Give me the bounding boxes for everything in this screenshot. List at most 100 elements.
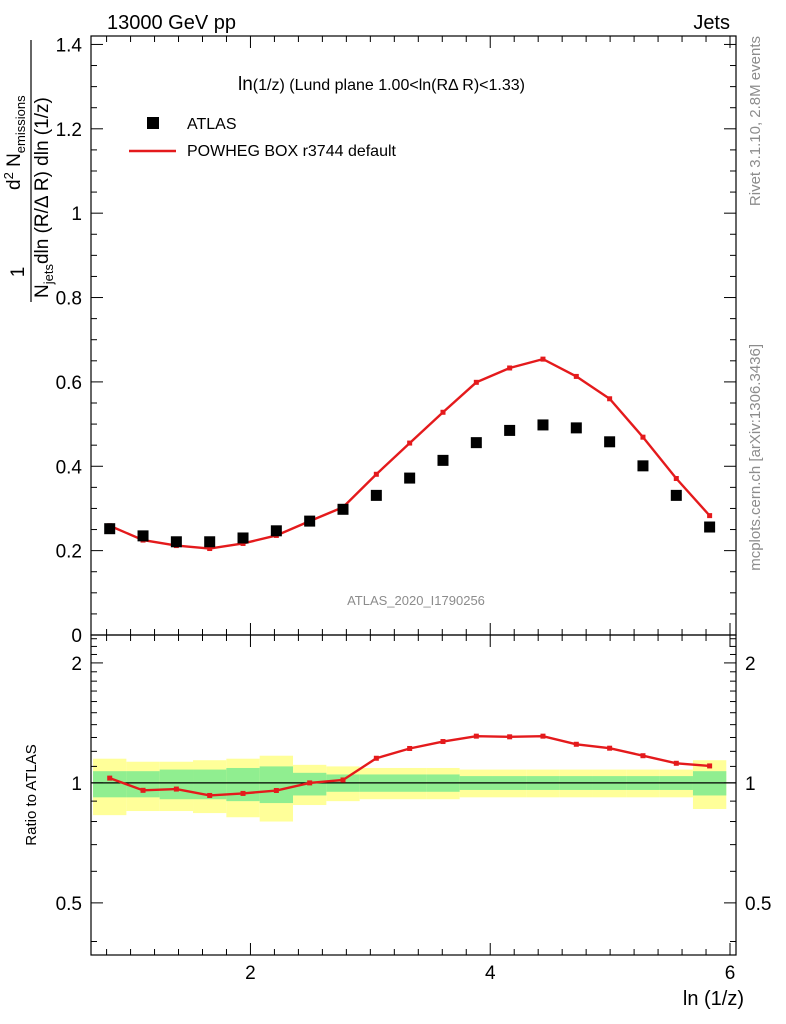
ylabel-numerator-one: 1 xyxy=(8,267,29,278)
atlas-data-point xyxy=(504,424,516,436)
ratio-powheg-point xyxy=(173,786,179,792)
ylabel-emissions-sub: emissions xyxy=(13,95,28,153)
x-tick-label: 6 xyxy=(725,963,736,984)
analysis-watermark: ATLAS_2020_I1790256 xyxy=(347,593,485,608)
main-axis-ticks: 0 0.2 0.4 0.6 0.8 1 1.2 1.4 xyxy=(56,35,736,647)
ratio-y-tick-label: 2 xyxy=(71,654,82,675)
legend-powheg-label: POWHEG BOX r3744 default xyxy=(187,143,397,160)
atlas-data-point xyxy=(670,489,682,501)
atlas-data-point xyxy=(304,515,316,527)
ratio-powheg-point xyxy=(440,739,446,745)
powheg-line xyxy=(109,357,711,550)
atlas-data-point xyxy=(437,454,449,466)
main-y-tick-label: 0.2 xyxy=(56,542,82,563)
ratio-powheg-point xyxy=(573,741,579,747)
powheg-point xyxy=(207,546,213,552)
atlas-data-point xyxy=(104,523,116,535)
atlas-data-point xyxy=(537,419,549,431)
ratio-inner-band xyxy=(126,771,160,798)
powheg-point xyxy=(573,373,579,379)
powheg-point xyxy=(607,396,613,402)
ratio-powheg-point xyxy=(507,734,513,740)
atlas-data-point xyxy=(204,536,216,548)
ratio-y-tick-label-right: 2 xyxy=(745,654,756,675)
title-rest: (Lund plane 1.00<ln(RΔ R)<1.33) xyxy=(285,77,525,94)
ratio-inner-band xyxy=(259,766,294,804)
ratio-panel-frame xyxy=(90,634,737,956)
ratio-powheg-point xyxy=(373,755,379,761)
main-plot-area xyxy=(104,356,716,552)
powheg-point xyxy=(373,471,379,477)
ratio-y-tick-label: 1 xyxy=(71,774,82,795)
rivet-version-label: Rivet 3.1.10, 2.8M events xyxy=(747,36,764,206)
ratio-y-axis-label: Ratio to ATLAS xyxy=(23,744,40,845)
atlas-data-point xyxy=(704,521,716,533)
legend: ATLAS POWHEG BOX r3744 default xyxy=(129,116,397,160)
ylabel-n: N xyxy=(32,284,53,298)
powheg-point xyxy=(673,476,679,482)
ratio-powheg-point xyxy=(273,788,279,794)
ratio-powheg-point xyxy=(607,745,613,751)
atlas-data-point xyxy=(370,489,382,501)
ratio-powheg-point xyxy=(640,753,646,759)
ratio-powheg-point xyxy=(673,760,679,766)
atlas-data-point xyxy=(637,460,649,472)
ratio-uncertainty-bands xyxy=(93,755,727,822)
main-y-axis-label: 1 Njetsdln (R/Δ R) dln (1/z) d2 Nemissio… xyxy=(1,40,56,302)
powheg-point xyxy=(707,513,713,519)
ratio-powheg-point xyxy=(207,792,213,798)
atlas-data-point xyxy=(470,437,482,449)
ratio-powheg-point xyxy=(707,763,713,769)
atlas-data-point xyxy=(570,422,582,434)
x-tick-label: 4 xyxy=(485,963,496,984)
ratio-plot-area xyxy=(91,733,736,798)
ratio-inner-band xyxy=(159,769,194,800)
atlas-data-point xyxy=(337,503,349,515)
ylabel-d-sup: 2 xyxy=(1,172,16,179)
ylabel-dln: dln (R/Δ R) dln (1/z) xyxy=(32,97,53,264)
powheg-point xyxy=(507,365,513,371)
ratio-inner-band xyxy=(226,767,260,802)
powheg-point xyxy=(407,440,413,446)
main-y-tick-label: 1.2 xyxy=(56,120,82,141)
atlas-data-point xyxy=(170,536,182,548)
ratio-powheg-point xyxy=(340,777,346,783)
ratio-y-tick-label-right: 0.5 xyxy=(745,894,771,915)
ratio-powheg-point xyxy=(140,787,146,793)
ylabel-denominator: Njetsdln (R/Δ R) dln (1/z) xyxy=(32,97,56,298)
header-energy-label: 13000 GeV pp xyxy=(107,12,236,34)
main-y-tick-label: 0 xyxy=(71,626,82,647)
powheg-point xyxy=(440,409,446,415)
powheg-point xyxy=(640,434,646,440)
legend-atlas-label: ATLAS xyxy=(187,116,237,133)
ratio-powheg-point xyxy=(240,790,246,796)
ratio-axis-ticks: 0.5 0.5 1 1 2 2 2 4 6 xyxy=(56,635,771,984)
x-axis-label: ln (1/z) xyxy=(683,988,744,1010)
ratio-inner-band xyxy=(93,771,127,798)
main-y-tick-label: 0.4 xyxy=(56,457,83,478)
main-y-tick-label: 1 xyxy=(71,204,82,225)
title-ln: ln xyxy=(238,74,253,95)
title-sub: (1/z) xyxy=(253,77,285,94)
ylabel-d: d xyxy=(4,179,25,190)
atlas-data-point xyxy=(404,472,416,484)
ratio-y-tick-label-right: 1 xyxy=(745,774,756,795)
ratio-powheg-point xyxy=(107,775,113,781)
atlas-data-point xyxy=(270,525,282,537)
atlas-data-point xyxy=(137,530,149,542)
powheg-point xyxy=(473,379,479,385)
ratio-powheg-point xyxy=(473,733,479,739)
header-jets-label: Jets xyxy=(693,12,730,34)
ylabel-numerator: d2 Nemissions xyxy=(1,95,28,190)
x-tick-label: 2 xyxy=(245,963,256,984)
ratio-powheg-point xyxy=(407,745,413,751)
ratio-panel xyxy=(90,634,737,956)
ratio-powheg-point xyxy=(540,733,546,739)
mcplots-label: mcplots.cern.ch [arXiv:1306.3436] xyxy=(747,344,764,571)
ratio-powheg-point xyxy=(307,780,313,786)
powheg-point xyxy=(540,356,546,362)
plot-title: ln(1/z) (Lund plane 1.00<ln(RΔ R)<1.33) xyxy=(238,74,525,95)
atlas-data-point xyxy=(604,436,616,448)
main-y-tick-label: 0.6 xyxy=(56,373,82,394)
